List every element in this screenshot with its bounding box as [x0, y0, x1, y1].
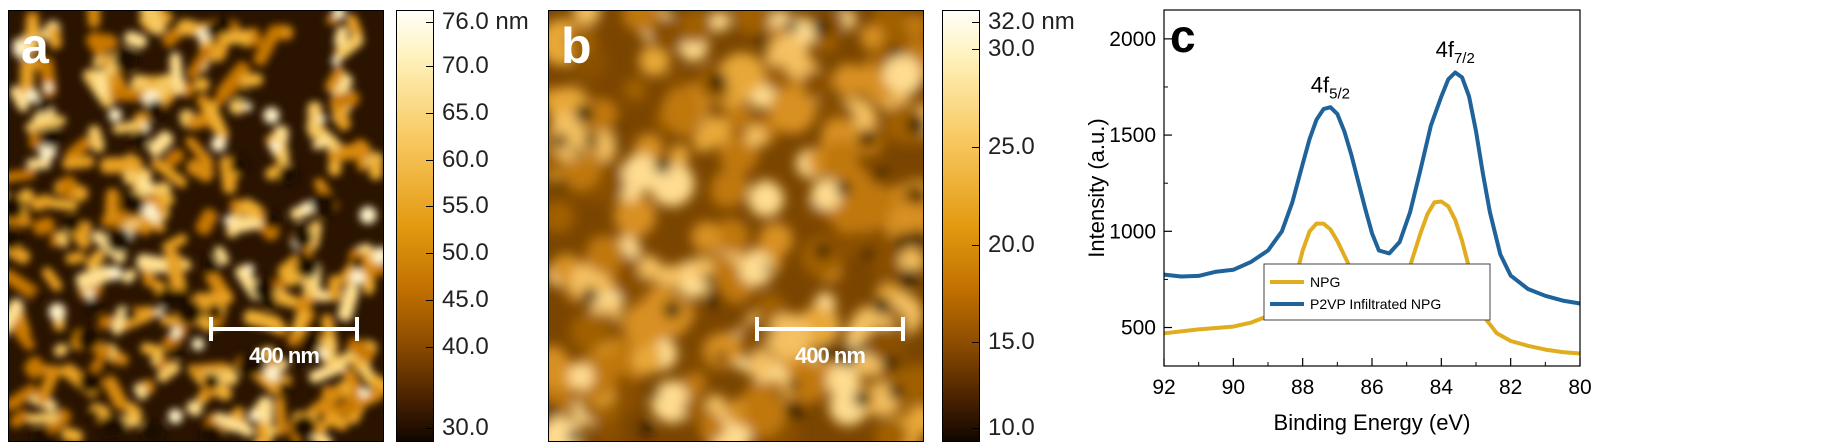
legend: NPG P2VP Infiltrated NPG [1263, 263, 1491, 321]
peak-label: 4f5/2 [1311, 73, 1350, 103]
colorbar-tick-label: 65.0 [442, 98, 489, 126]
colorbar-tick [972, 342, 980, 344]
colorbar-tick [426, 299, 434, 301]
colorbar-tick [426, 253, 434, 255]
colorbar-tick-label: 76.0 nm [442, 8, 529, 35]
scale-bar-label-b: 400 nm [795, 343, 866, 368]
x-tick-label: 90 [1222, 376, 1245, 399]
x-tick-label: 88 [1291, 376, 1314, 399]
afm-topography-b [549, 11, 923, 441]
colorbar-tick [972, 428, 980, 429]
colorbar-tick [972, 49, 980, 51]
x-tick-label: 80 [1568, 376, 1591, 399]
panel-letter-a: a [21, 18, 49, 74]
x-tick-label: 86 [1360, 376, 1383, 399]
colorbar-b [942, 10, 980, 442]
colorbar-tick-label: 32.0 nm [988, 8, 1075, 35]
colorbar-tick-label: 60.0 [442, 145, 489, 173]
colorbar-tick [426, 22, 434, 23]
colorbar-tick [426, 428, 434, 429]
x-tick-label: 82 [1499, 376, 1522, 399]
scale-bar-a [209, 317, 359, 341]
x-tick-label: 92 [1152, 376, 1175, 399]
scale-bar-label-a: 400 nm [249, 343, 320, 368]
colorbar-tick [972, 146, 980, 148]
afm-image-a: a 400 nm [8, 10, 384, 442]
y-axis-label: Intensity (a.u.) [1084, 118, 1109, 257]
colorbar-tick-label: 20.0 [988, 230, 1035, 258]
colorbar-tick [426, 112, 434, 114]
colorbar-tick-label: 15.0 [988, 328, 1035, 356]
legend-box [1263, 263, 1491, 321]
colorbar-a [396, 10, 434, 442]
legend-entry: NPG [1310, 274, 1340, 290]
peak-label: 4f7/2 [1436, 37, 1475, 67]
panel-letter-c: c [1170, 10, 1196, 62]
colorbar-tick [426, 346, 434, 348]
colorbar-tick [972, 244, 980, 246]
colorbar-tick-label: 70.0 [442, 52, 489, 80]
x-tick-label: 84 [1430, 376, 1454, 399]
panel-letter-b: b [561, 18, 592, 74]
colorbar-tick [426, 66, 434, 68]
y-tick-label: 1000 [1109, 220, 1156, 243]
scale-bar-b [755, 317, 905, 341]
legend-entry: P2VP Infiltrated NPG [1310, 296, 1441, 312]
colorbar-tick-label: 30.0 [988, 35, 1035, 63]
series-line-p2vp [1163, 70, 1581, 306]
xps-chart: c 92 90 88 86 84 82 80 500 1000 1500 2000 4f5/2 4f7… [1084, 9, 1592, 435]
colorbar-tick-label: 30.0 [442, 414, 489, 441]
y-tick-label: 500 [1121, 317, 1156, 340]
colorbar-tick-label: 25.0 [988, 132, 1035, 160]
colorbar-tick [426, 206, 434, 208]
colorbar-tick-label: 40.0 [442, 332, 489, 360]
afm-image-b: b 400 nm [548, 10, 924, 442]
colorbar-tick [426, 159, 434, 161]
y-tick-label: 2000 [1109, 28, 1156, 51]
colorbar-tick-label: 45.0 [442, 285, 489, 313]
y-tick-label: 1500 [1109, 124, 1156, 147]
colorbar-tick-label: 55.0 [442, 192, 489, 220]
colorbar-tick-label: 10.0 [988, 414, 1035, 441]
afm-topography-a [9, 11, 383, 441]
colorbar-tick-label: 50.0 [442, 239, 489, 267]
x-axis-label: Binding Energy (eV) [1274, 410, 1471, 435]
colorbar-tick [972, 22, 980, 23]
